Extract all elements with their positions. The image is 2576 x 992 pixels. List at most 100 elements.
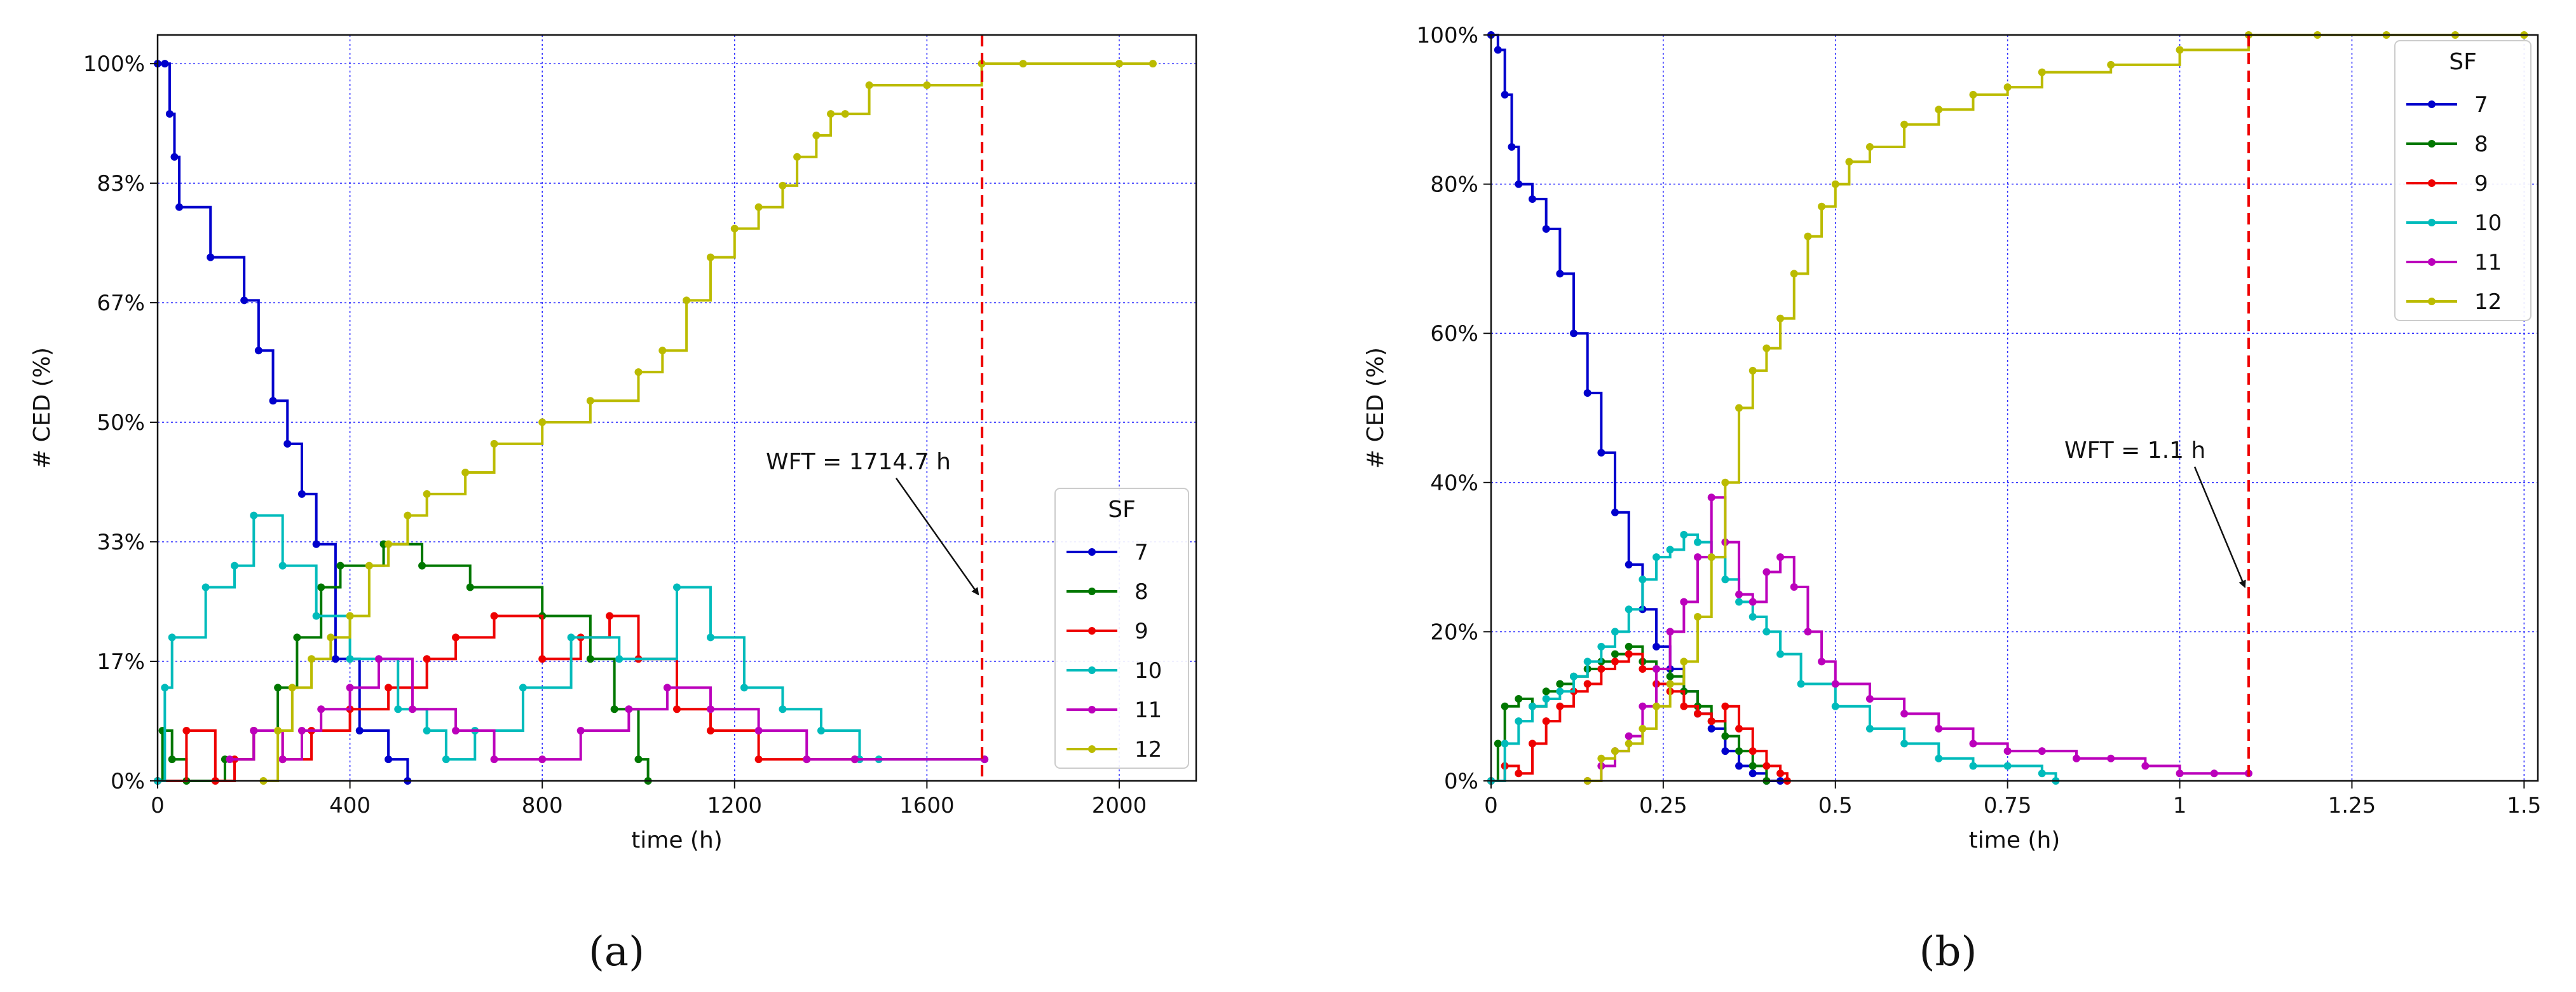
series-9-point — [1625, 650, 1633, 658]
series-10-point — [779, 705, 787, 713]
series-10-point — [1501, 740, 1509, 748]
series-7-point — [175, 203, 184, 211]
series-11-point — [2003, 747, 2012, 755]
series-7-point — [1653, 642, 1661, 651]
series-11-point — [297, 727, 306, 735]
x-axis-label: time (h) — [1969, 827, 2061, 853]
x-tick-label: 1600 — [899, 793, 955, 818]
series-7-point — [240, 296, 249, 305]
series-10-point — [312, 612, 320, 620]
series-12-point — [1900, 120, 1909, 128]
series-11-point — [803, 755, 811, 764]
series-11-point — [1653, 665, 1661, 673]
series-7-point — [1529, 195, 1537, 203]
series-10-point — [278, 561, 287, 570]
y-tick-label: 50% — [97, 410, 145, 436]
series-9-point — [754, 755, 763, 764]
series-11-point — [850, 755, 859, 764]
series-11-point — [452, 727, 460, 735]
legend-marker-7 — [2428, 100, 2436, 108]
series-12-point — [1666, 680, 1674, 688]
wft-annotation: WFT = 1.1 h — [2064, 437, 2205, 464]
series-12-point — [812, 131, 821, 139]
x-tick-label: 400 — [329, 793, 371, 818]
axes-frame — [156, 34, 1197, 782]
series-10-point — [1776, 650, 1785, 658]
series-11-point — [250, 727, 258, 735]
series-7-point — [165, 110, 174, 118]
series-12-point — [1694, 612, 1702, 621]
series-11-point — [317, 705, 325, 713]
series-11-point — [1666, 628, 1674, 636]
legend-label-12: 12 — [2474, 289, 2502, 315]
series-12-point — [538, 418, 547, 427]
series-12-point — [274, 727, 282, 735]
chart-panel-a: WFT = 1714.7 h 0 400 800 1200 1600 2000 0% 17% 33… — [29, 34, 1197, 975]
series-7-point — [283, 439, 292, 448]
series-7-line — [158, 62, 409, 781]
series-11-point — [754, 727, 763, 735]
y-tick-label: 100% — [1417, 23, 1478, 48]
series-11-point — [1865, 694, 1874, 703]
series-12-point — [1762, 344, 1771, 352]
series-11-point — [1969, 740, 1977, 748]
series-10-point — [1583, 658, 1591, 666]
series-8-point — [1515, 694, 1523, 703]
legend-marker-9 — [2428, 179, 2436, 187]
legend-title: SF — [2449, 49, 2477, 75]
panel-caption: (b) — [1919, 928, 1977, 975]
series-10-point — [1570, 672, 1578, 680]
series-10-point — [1639, 575, 1647, 584]
y-tick-label: 60% — [1430, 321, 1478, 347]
series-10-point — [1666, 546, 1674, 554]
series-10-point — [1969, 762, 1977, 770]
series-12-point — [490, 439, 498, 448]
legend: SF 7 8 9 10 11 12 — [1054, 488, 1189, 769]
series-7-point — [1748, 769, 1757, 778]
series-11-point — [663, 684, 671, 692]
series-11-point — [625, 705, 633, 713]
series-9-point — [423, 655, 431, 663]
series-12-point — [1680, 658, 1688, 666]
series-7-point — [161, 60, 169, 68]
series-12-point — [1748, 366, 1757, 375]
series-10-point — [1900, 740, 1909, 748]
series-11-point — [1790, 583, 1798, 591]
legend-label-9: 9 — [1135, 619, 1148, 644]
legend-label-7: 7 — [2474, 92, 2488, 118]
series-10-point — [1597, 642, 1605, 651]
series-10-point — [1542, 694, 1550, 703]
series-9-point — [606, 612, 614, 620]
series-7-point — [1735, 762, 1743, 770]
series-12-point — [461, 469, 470, 477]
series-12-point — [1735, 404, 1743, 412]
series-12-point — [1639, 724, 1647, 733]
series-11-point — [1707, 493, 1715, 502]
legend-label-10: 10 — [1135, 658, 1162, 684]
series-7-point — [170, 153, 179, 161]
series-9-point — [1694, 710, 1702, 718]
series-9-point — [1735, 724, 1743, 733]
series-10-point — [1625, 605, 1633, 614]
series-11-point — [1776, 553, 1785, 561]
series-7-point — [1721, 747, 1729, 755]
series-11-point — [2176, 769, 2184, 778]
series-10-point — [1611, 628, 1619, 636]
series-7-point — [1556, 270, 1564, 278]
series-9-point — [706, 727, 714, 735]
series-10-point — [615, 655, 624, 663]
series-9-point — [1639, 665, 1647, 673]
series-12-point — [1721, 478, 1729, 486]
series-8-point — [418, 561, 426, 570]
x-tick-label: 0 — [151, 793, 165, 818]
legend-marker-11 — [1088, 706, 1096, 713]
series-10-point — [1762, 628, 1771, 636]
series-10-point — [1748, 612, 1757, 621]
series-12-point — [841, 110, 849, 118]
legend-marker-8 — [1088, 588, 1096, 595]
series-11-point — [1694, 553, 1702, 561]
series-11-point — [538, 755, 547, 764]
series-12-point — [308, 655, 316, 663]
series-8-point — [466, 583, 474, 591]
